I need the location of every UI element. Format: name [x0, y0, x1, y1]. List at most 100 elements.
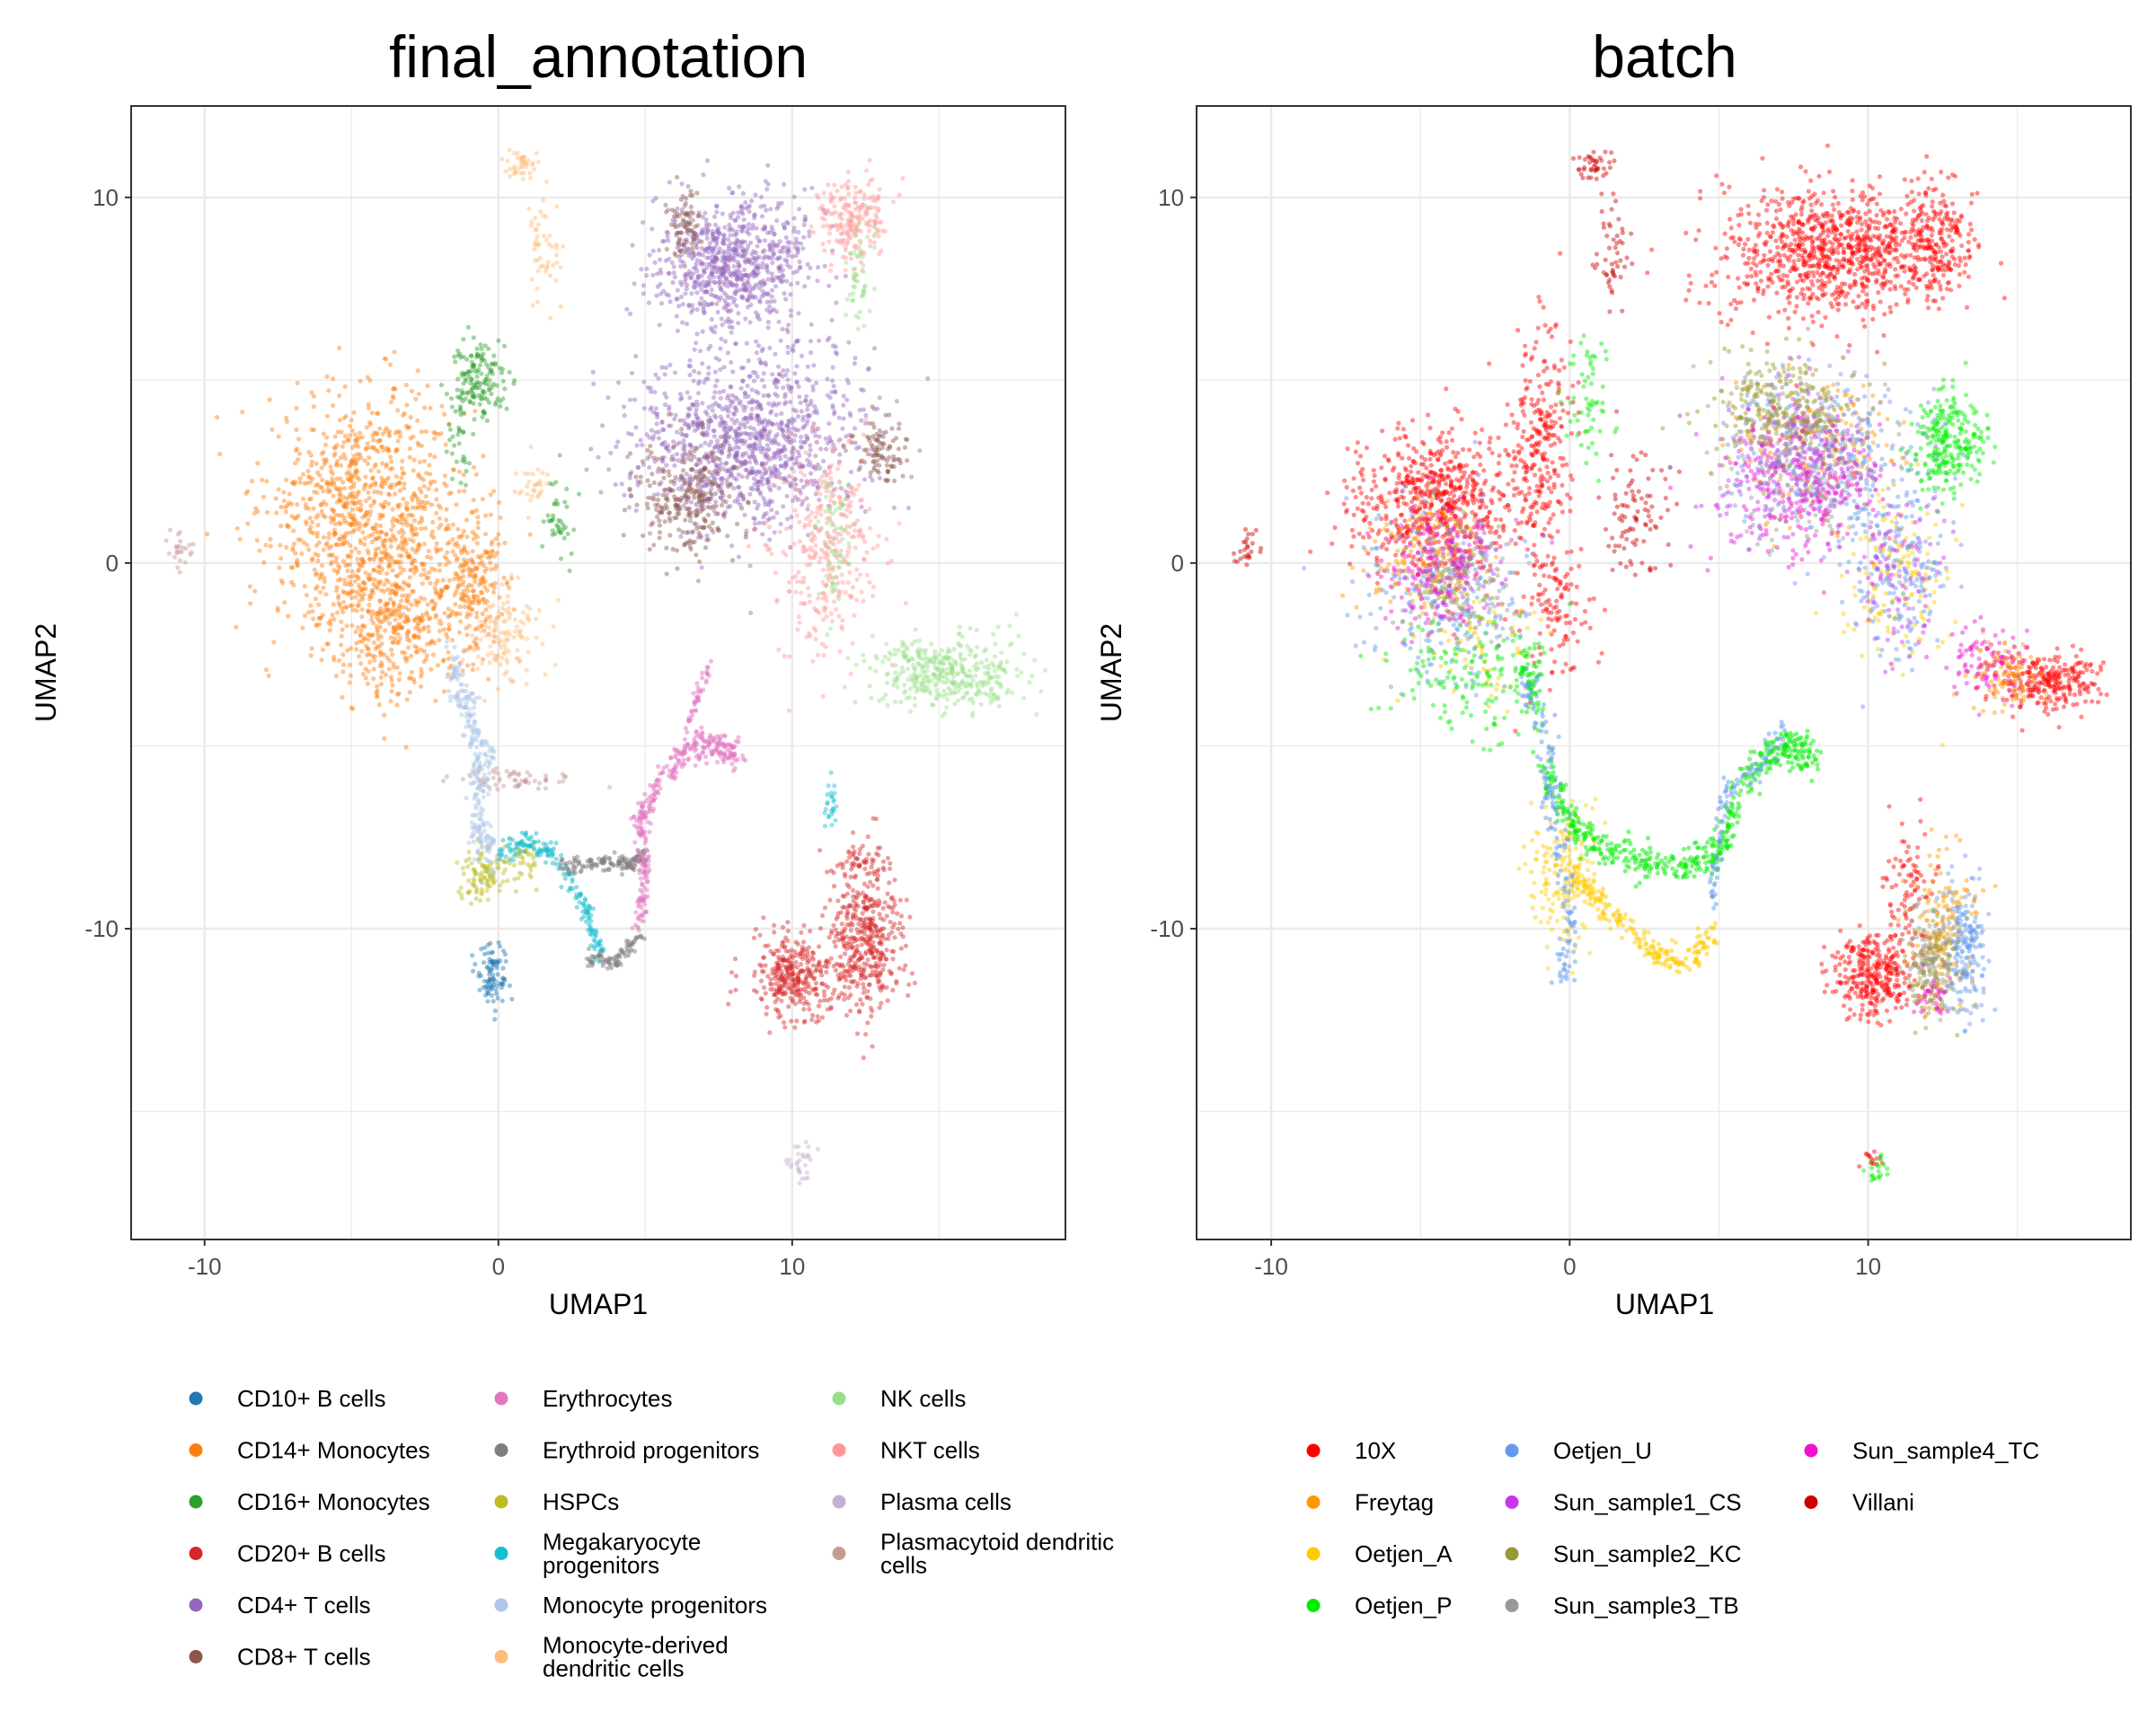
- data-point: [656, 498, 660, 502]
- data-point: [728, 213, 732, 217]
- data-point: [387, 485, 392, 490]
- data-point: [806, 276, 810, 280]
- data-point: [805, 496, 809, 500]
- data-point: [462, 489, 466, 493]
- data-point: [727, 494, 731, 498]
- data-point: [693, 348, 697, 352]
- data-point: [779, 263, 783, 268]
- data-point: [344, 623, 349, 628]
- data-point: [870, 421, 875, 426]
- data-point: [765, 443, 770, 447]
- data-point: [709, 292, 713, 296]
- data-point: [645, 456, 649, 461]
- data-point: [366, 632, 370, 637]
- data-point: [628, 451, 632, 455]
- data-point: [664, 210, 668, 215]
- data-point: [367, 496, 372, 500]
- data-point: [441, 779, 446, 783]
- data-point: [678, 223, 683, 227]
- data-point: [487, 378, 491, 383]
- data-point: [862, 539, 867, 543]
- data-point: [367, 534, 372, 538]
- data-point: [168, 528, 172, 533]
- data-point: [265, 510, 270, 515]
- data-point: [455, 544, 460, 549]
- data-point: [469, 354, 473, 358]
- data-point: [656, 492, 660, 497]
- data-point: [178, 558, 182, 562]
- data-point: [848, 510, 853, 515]
- data-point: [238, 537, 243, 542]
- data-point: [366, 517, 370, 522]
- data-point: [488, 644, 492, 648]
- data-point: [687, 511, 692, 516]
- data-point: [780, 327, 784, 331]
- data-point: [512, 778, 517, 782]
- data-point: [444, 517, 448, 522]
- data-point: [403, 605, 408, 610]
- data-point: [677, 236, 682, 241]
- data-point: [268, 537, 272, 542]
- data-point: [714, 256, 719, 260]
- data-point: [460, 371, 464, 375]
- data-point: [842, 393, 846, 398]
- data-point: [348, 680, 352, 684]
- data-point: [407, 639, 411, 643]
- data-point: [399, 476, 403, 481]
- data-point: [835, 238, 839, 243]
- data-point: [753, 212, 757, 216]
- data-point: [387, 612, 392, 616]
- data-point: [680, 211, 685, 216]
- data-point: [285, 503, 289, 507]
- data-point: [679, 431, 684, 436]
- data-point: [415, 646, 420, 650]
- data-point: [740, 227, 745, 232]
- data-point: [390, 683, 394, 687]
- data-point: [838, 198, 843, 202]
- data-point: [748, 320, 753, 324]
- data-point: [782, 258, 787, 262]
- data-point: [770, 295, 774, 299]
- data-point: [664, 546, 668, 551]
- data-point: [702, 311, 706, 315]
- data-point: [532, 167, 536, 172]
- data-point: [817, 498, 821, 502]
- data-point: [844, 553, 849, 558]
- data-point: [844, 590, 848, 595]
- data-point: [667, 489, 672, 493]
- data-point: [391, 394, 395, 399]
- data-point: [704, 232, 709, 236]
- data-point: [728, 233, 732, 237]
- data-point: [358, 661, 363, 666]
- data-point: [851, 522, 855, 526]
- data-point: [747, 204, 752, 208]
- data-point: [816, 653, 820, 657]
- data-point: [824, 437, 828, 441]
- data-point: [388, 596, 393, 601]
- data-point: [393, 618, 398, 622]
- data-point: [444, 507, 448, 511]
- data-point: [427, 570, 431, 575]
- data-point: [347, 575, 351, 579]
- data-point: [638, 480, 642, 484]
- data-point: [429, 503, 434, 507]
- data-point: [358, 541, 363, 545]
- data-point: [732, 465, 737, 470]
- data-point: [294, 406, 298, 410]
- data-point: [391, 516, 395, 521]
- data-point: [862, 323, 866, 328]
- data-point: [639, 438, 643, 443]
- data-point: [766, 401, 771, 406]
- data-point: [394, 474, 399, 479]
- data-point: [340, 589, 345, 594]
- data-point: [364, 675, 368, 680]
- data-point: [827, 231, 832, 235]
- data-point: [868, 309, 872, 313]
- data-point: [428, 581, 432, 586]
- data-point: [678, 230, 683, 234]
- data-point: [391, 507, 395, 512]
- data-point: [298, 476, 303, 481]
- data-point: [490, 371, 495, 375]
- data-point: [340, 695, 344, 700]
